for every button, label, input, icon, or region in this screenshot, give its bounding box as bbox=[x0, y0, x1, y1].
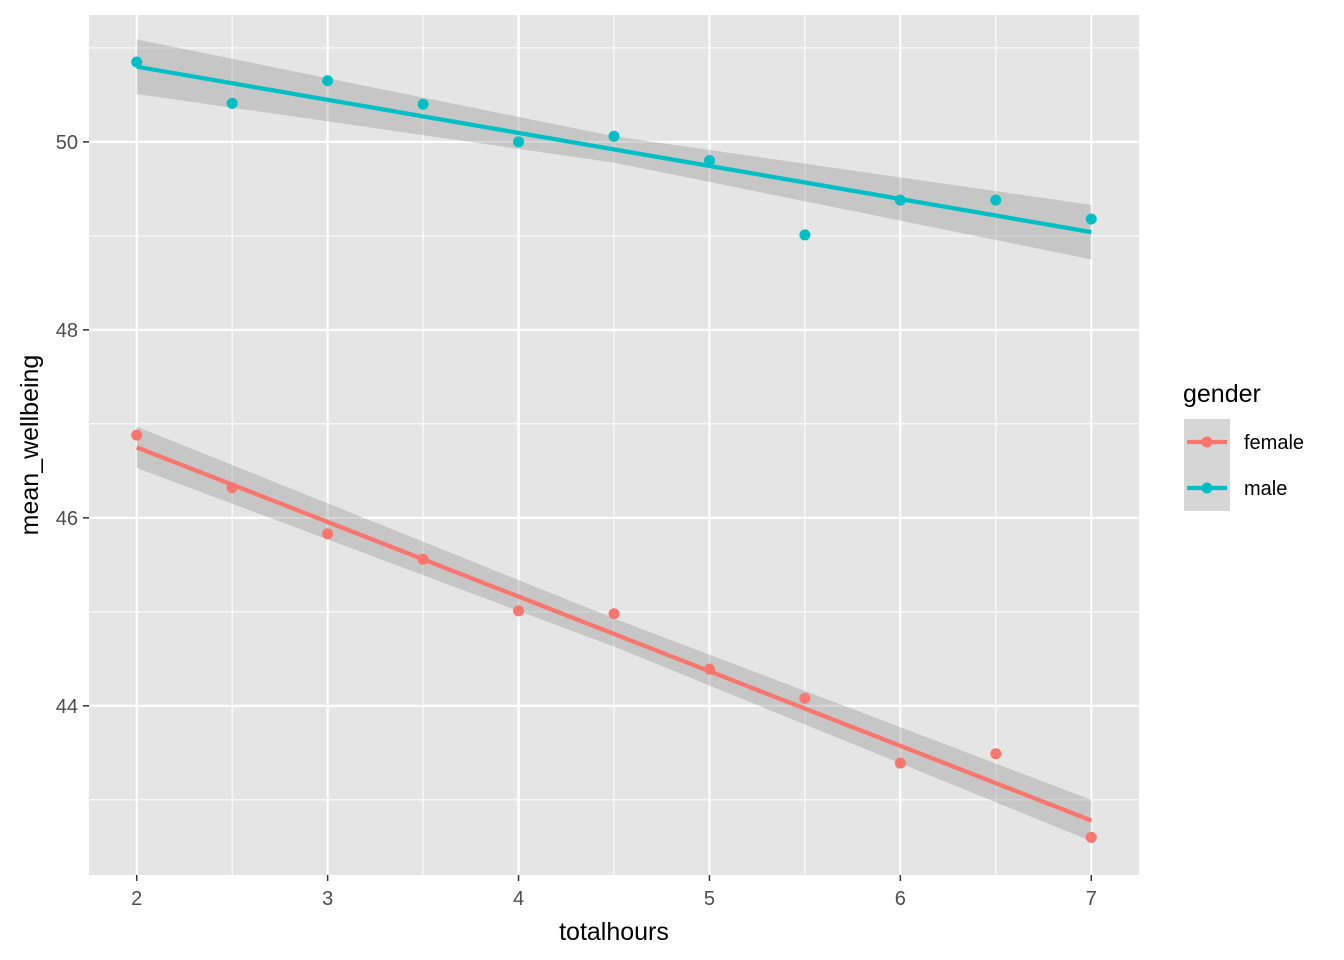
fit-line-female bbox=[135, 445, 1093, 823]
point-female bbox=[513, 605, 525, 617]
point-female bbox=[799, 692, 811, 704]
y-tick-label: 44 bbox=[56, 696, 78, 718]
point-female bbox=[226, 482, 238, 494]
point-female bbox=[990, 748, 1002, 760]
point-male bbox=[131, 56, 143, 68]
point-female bbox=[894, 757, 906, 769]
point-female bbox=[703, 663, 715, 675]
point-female bbox=[417, 553, 429, 565]
legend-key-point-female bbox=[1201, 436, 1213, 448]
x-tick-label: 4 bbox=[513, 888, 524, 910]
point-male bbox=[799, 229, 811, 241]
point-male bbox=[703, 155, 715, 167]
x-tick-label: 6 bbox=[895, 888, 906, 910]
point-male bbox=[608, 130, 620, 142]
point-male bbox=[513, 136, 525, 148]
point-male bbox=[894, 194, 906, 206]
x-tick-label: 2 bbox=[131, 888, 142, 910]
y-tick-label: 50 bbox=[56, 132, 78, 154]
x-tick-label: 7 bbox=[1086, 888, 1097, 910]
point-female bbox=[1085, 831, 1097, 843]
fit-line-male bbox=[136, 64, 1092, 235]
point-male bbox=[990, 194, 1002, 206]
y-tick-label: 46 bbox=[56, 508, 78, 530]
legend-label-male: male bbox=[1244, 478, 1287, 500]
point-male bbox=[417, 98, 429, 110]
point-female bbox=[131, 429, 143, 441]
x-tick-label: 3 bbox=[322, 888, 333, 910]
x-axis: 2 3 4 5 6 7 bbox=[131, 875, 1097, 910]
point-male bbox=[1085, 213, 1097, 225]
x-axis-title: totalhours bbox=[559, 918, 669, 946]
y-axis: 44 46 48 50 bbox=[56, 132, 89, 718]
point-male bbox=[322, 75, 334, 87]
point-female bbox=[322, 528, 334, 540]
point-male bbox=[226, 97, 238, 109]
y-tick-label: 48 bbox=[56, 320, 78, 342]
data-points bbox=[131, 56, 1097, 843]
legend-title: gender bbox=[1183, 380, 1261, 408]
fit-lines bbox=[135, 64, 1093, 823]
x-tick-label: 5 bbox=[704, 888, 715, 910]
point-female bbox=[608, 608, 620, 620]
legend-key-point-male bbox=[1201, 482, 1213, 494]
major-gridlines bbox=[89, 15, 1139, 875]
legend-label-female: female bbox=[1244, 432, 1304, 454]
y-axis-title: mean_wellbeing bbox=[16, 355, 44, 536]
legend: gender female male bbox=[1183, 380, 1304, 511]
